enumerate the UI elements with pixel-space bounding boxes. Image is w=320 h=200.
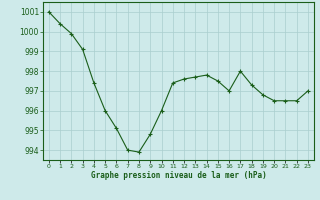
X-axis label: Graphe pression niveau de la mer (hPa): Graphe pression niveau de la mer (hPa)	[91, 171, 266, 180]
